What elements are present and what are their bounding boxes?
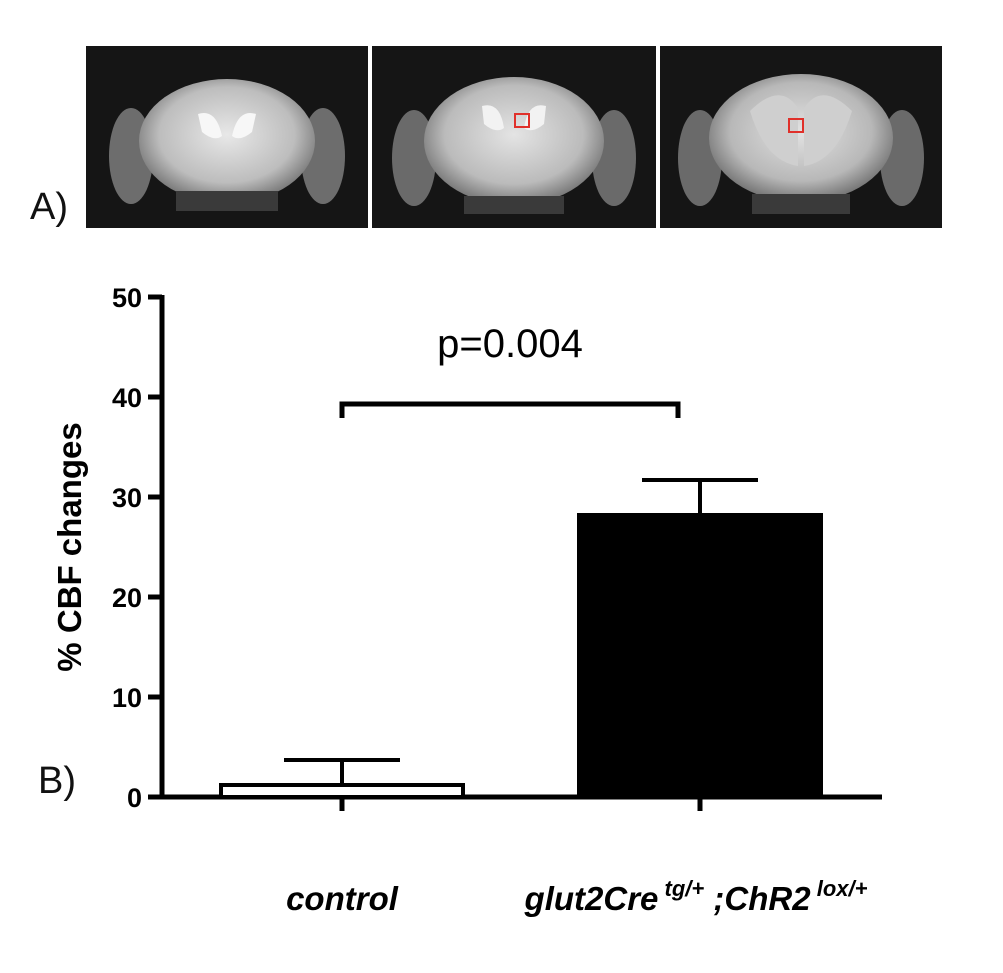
mri-slice-3 — [660, 46, 942, 228]
y-tick-label: 40 — [112, 383, 142, 413]
y-tick-label: 30 — [112, 483, 142, 513]
mri-slice-2 — [372, 46, 656, 228]
y-axis-label: % CBF changes — [51, 422, 88, 671]
roi-marker — [514, 113, 530, 128]
significance-bracket — [339, 401, 681, 418]
y-tick-label: 10 — [112, 683, 142, 713]
y-tick-label: 50 — [112, 283, 142, 313]
x-tick-label-genotype: glut2Cre tg/+ ;ChR2 lox/+ — [524, 876, 868, 917]
bar-control — [219, 783, 465, 799]
x-tick-label-control: control — [286, 880, 399, 917]
panel-a-label: A) — [30, 186, 68, 228]
y-tick-label: 0 — [127, 783, 142, 813]
bar-glut2Cre — [577, 513, 823, 799]
panel-b-label: B) — [38, 760, 76, 802]
mri-slice-1 — [86, 46, 368, 228]
p-value-annotation: p=0.004 — [437, 322, 583, 366]
y-tick-label: 20 — [112, 583, 142, 613]
roi-marker — [788, 118, 804, 133]
panel-a-mri-images: A) — [0, 0, 1003, 240]
